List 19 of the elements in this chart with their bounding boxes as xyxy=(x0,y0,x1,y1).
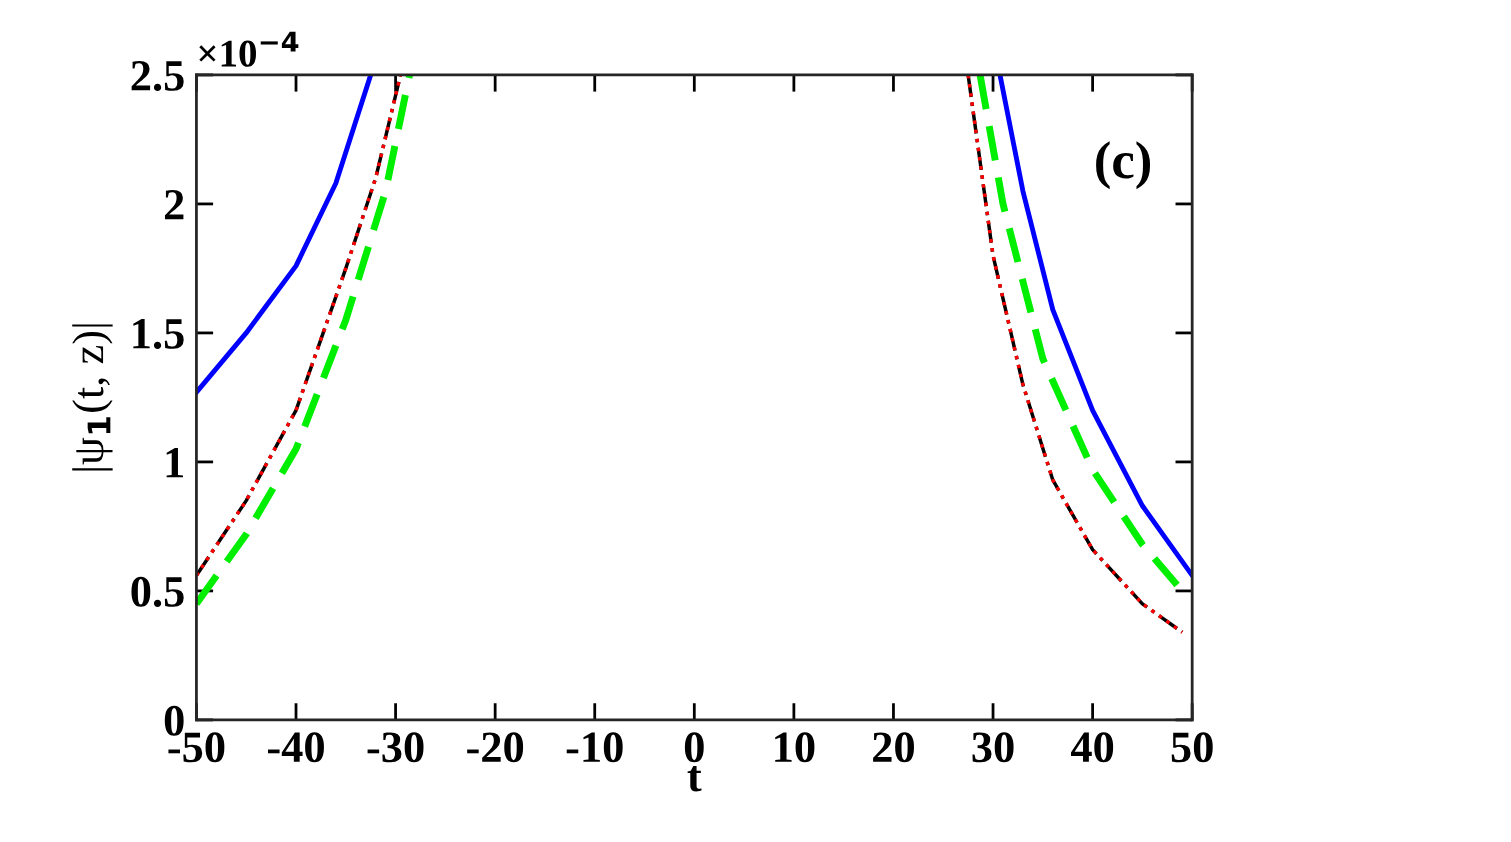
y-tick-label: 2.5 xyxy=(131,60,184,91)
y-tick-label: 0.5 xyxy=(131,576,184,607)
x-tick-label: -10 xyxy=(566,732,623,763)
x-tick-label: 30 xyxy=(972,732,1014,763)
y-axis-title: |ψ$_{1}$(t, z)| xyxy=(72,324,113,471)
x-axis-title: t xyxy=(687,766,702,792)
y-tick-label: 2 xyxy=(164,189,184,220)
annotation: (c) xyxy=(1096,141,1151,190)
x-tick-label: 10 xyxy=(775,732,815,763)
x-tick-label: -40 xyxy=(268,732,324,763)
x-tick-label: -30 xyxy=(367,732,424,763)
x-tick-label: -20 xyxy=(467,732,524,763)
y-tick-label: 1.5 xyxy=(133,319,184,349)
x-tick-label: 50 xyxy=(1171,732,1213,763)
x-tick-label: 20 xyxy=(873,732,914,763)
y-tick-label: 1 xyxy=(166,448,184,478)
x-tick-label: 0 xyxy=(684,732,704,763)
text: ×10$^{−4}$ xyxy=(199,31,299,67)
x-tick-label: 40 xyxy=(1070,732,1114,763)
